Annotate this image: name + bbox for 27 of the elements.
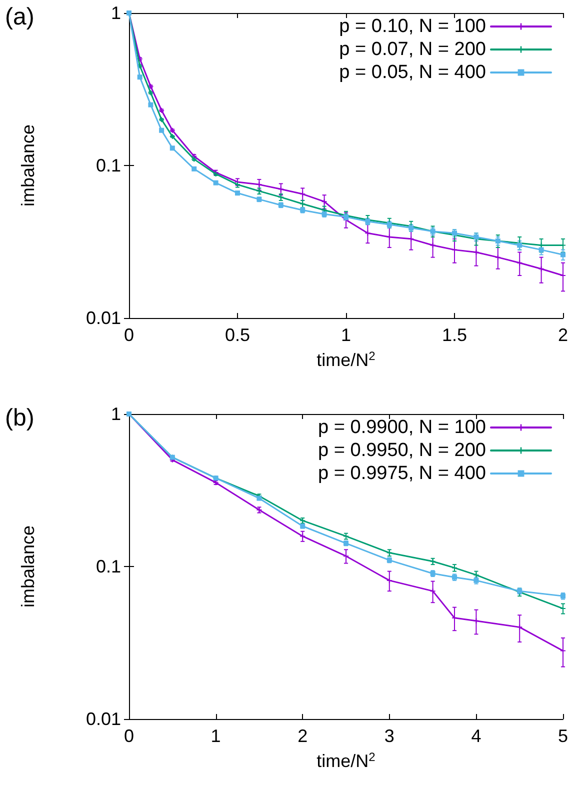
x-tick-label: 4	[471, 726, 482, 746]
chart-title: (b)	[5, 404, 34, 432]
x-tick-label: 5	[558, 726, 568, 746]
x-tick-label: 1	[210, 726, 221, 746]
legend-label: p = 0.9950, N = 200	[318, 440, 486, 461]
legend-label: p = 0.07, N = 200	[339, 39, 486, 60]
y-axis-title: imbalance	[18, 124, 38, 207]
x-tick-label: 2	[558, 325, 568, 345]
legend-label: p = 0.9975, N = 400	[318, 463, 486, 484]
x-tick-label: 1	[340, 325, 352, 345]
legend-label: p = 0.05, N = 400	[339, 62, 486, 83]
y-tick-label: 1	[110, 404, 121, 424]
x-tick-label: 0.5	[224, 325, 250, 345]
y-tick-label: 0.01	[86, 308, 121, 328]
legend-label: p = 0.10, N = 100	[339, 16, 486, 37]
y-axis-title: imbalance	[18, 525, 38, 608]
x-tick-label: 2	[298, 726, 308, 746]
y-tick-label: 0.01	[86, 709, 121, 729]
y-tick-label: 1	[110, 3, 121, 23]
legend-label: p = 0.9900, N = 100	[318, 417, 486, 438]
x-tick-label: 0	[124, 726, 134, 746]
x-tick-label: 1.5	[442, 325, 468, 345]
chart-title: (a)	[5, 4, 34, 30]
x-tick-label: 0	[124, 325, 134, 345]
x-tick-label: 3	[384, 726, 394, 746]
y-tick-label: 0.1	[96, 156, 121, 176]
y-tick-label: 0.1	[96, 556, 121, 576]
